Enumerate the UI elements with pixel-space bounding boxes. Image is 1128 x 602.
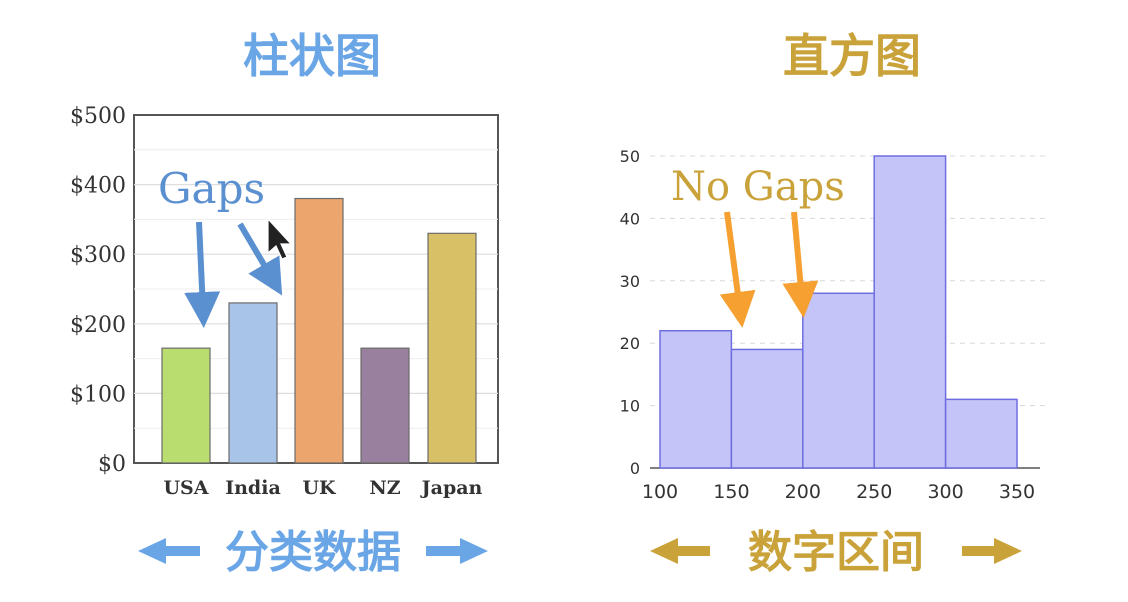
bar-chart-bar <box>161 347 211 464</box>
bar-chart: $0 $100 $200 $300 $400 $500 USA India UK NZ Japan <box>70 104 499 499</box>
bar-chart-y-tick-label: $500 <box>70 104 126 129</box>
bar-chart-y-tick-label: $0 <box>98 452 126 477</box>
bar-chart-y-tick-label: $200 <box>70 313 126 338</box>
bar-chart-x-tick-label: USA <box>163 477 208 499</box>
gaps-arrow-1 <box>184 221 221 328</box>
bar-chart-bar <box>360 347 410 464</box>
histogram: 0 10 20 30 40 50 100 150 200 250 300 350 <box>620 147 1045 503</box>
histogram-x-axis: 100 150 200 250 300 350 <box>642 481 1035 503</box>
no-gaps-annotation: No Gaps <box>671 164 845 210</box>
no-gaps-arrow-2 <box>782 211 819 318</box>
no-gaps-arrow-1 <box>719 211 756 328</box>
gaps-arrow-2 <box>237 222 283 296</box>
histogram-y-axis: 0 10 20 30 40 50 <box>620 147 640 478</box>
histogram-y-tick-label: 10 <box>620 397 640 416</box>
bar-chart-x-tick-label: Japan <box>420 477 483 499</box>
histogram-bar <box>802 292 875 469</box>
histogram-x-tick-label: 150 <box>713 481 749 503</box>
histogram-y-tick-label: 30 <box>620 272 640 291</box>
gaps-annotation: Gaps <box>158 164 265 213</box>
histogram-bar <box>944 398 1018 469</box>
left-footer-arrow-left-icon <box>138 538 200 564</box>
histogram-x-tick-label: 300 <box>927 481 963 503</box>
left-footer-label: 分类数据 <box>225 527 401 578</box>
cursor-icon <box>267 217 293 260</box>
bar-chart-y-tick-label: $100 <box>70 382 126 407</box>
right-footer-arrow-right-icon <box>962 538 1022 564</box>
bar-chart-bars <box>161 197 477 464</box>
histogram-bar <box>730 348 804 469</box>
bar-chart-bar <box>228 302 278 464</box>
histogram-y-tick-label: 0 <box>630 459 640 478</box>
histogram-y-tick-label: 50 <box>620 147 640 166</box>
bar-chart-bar <box>427 232 477 464</box>
left-footer-arrow-right-icon <box>426 538 488 564</box>
histogram-title: 直方图 <box>783 29 921 83</box>
histogram-bar <box>873 155 947 469</box>
bar-chart-x-tick-label: NZ <box>369 477 400 499</box>
bar-chart-title: 柱状图 <box>243 29 381 83</box>
histogram-x-tick-label: 100 <box>642 481 678 503</box>
histogram-bar <box>659 329 733 469</box>
bar-chart-x-axis: USA India UK NZ Japan <box>163 477 482 499</box>
bar-chart-bar <box>294 197 344 464</box>
histogram-x-tick-label: 200 <box>785 481 821 503</box>
bar-chart-y-axis: $0 $100 $200 $300 $400 $500 <box>70 104 126 477</box>
bar-chart-y-tick-label: $400 <box>70 174 126 199</box>
bar-chart-x-tick-label: UK <box>302 477 337 499</box>
histogram-x-tick-label: 350 <box>999 481 1035 503</box>
right-footer-arrow-left-icon <box>650 538 710 564</box>
histogram-y-tick-label: 40 <box>620 209 640 228</box>
histogram-bars <box>659 155 1018 469</box>
histogram-y-tick-label: 20 <box>620 334 640 353</box>
bar-chart-x-tick-label: India <box>225 477 281 499</box>
right-footer-label: 数字区间 <box>748 527 924 578</box>
histogram-x-tick-label: 250 <box>856 481 892 503</box>
bar-chart-y-tick-label: $300 <box>70 243 126 268</box>
